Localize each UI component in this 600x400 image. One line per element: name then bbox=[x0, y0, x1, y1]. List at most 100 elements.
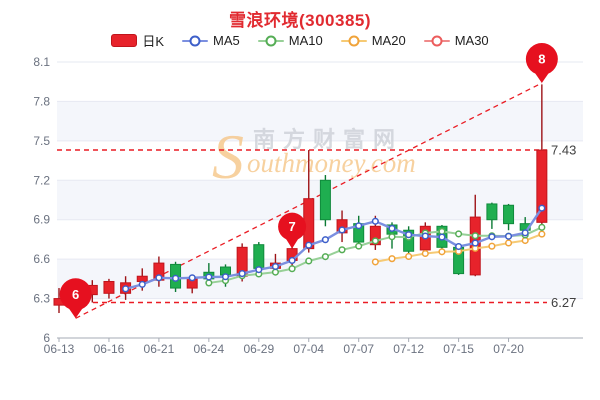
ma20-marker bbox=[371, 258, 379, 266]
chart-title: 雪浪环境(300385) bbox=[228, 11, 372, 30]
ma5-marker bbox=[505, 232, 513, 240]
ma10-marker bbox=[205, 279, 213, 287]
x-tick-label: 07-20 bbox=[493, 342, 524, 356]
legend-label-ma30: MA30 bbox=[454, 33, 489, 48]
legend-item-ma20[interactable]: MA20 bbox=[340, 33, 406, 48]
ma5-marker bbox=[421, 232, 429, 240]
legend-item-ma5[interactable]: MA5 bbox=[182, 33, 240, 48]
ma5-marker-icon bbox=[182, 35, 209, 47]
ma10-marker bbox=[338, 246, 346, 254]
legend-label-ma10: MA10 bbox=[288, 33, 323, 48]
reference-line-label: 6.27 bbox=[551, 295, 576, 310]
ma5-marker bbox=[321, 236, 329, 244]
chart-legend: 日K MA5 MA10 MA20 MA30 bbox=[0, 31, 600, 50]
legend-label-ma20: MA20 bbox=[371, 33, 406, 48]
candle bbox=[253, 244, 265, 269]
kline-swatch-icon bbox=[111, 34, 138, 47]
ma10-marker bbox=[288, 265, 296, 273]
balloon-label: 6 bbox=[72, 287, 79, 302]
y-tick-label: 6.6 bbox=[33, 252, 50, 266]
y-tick-label: 7.5 bbox=[33, 134, 50, 148]
y-tick-label: 7.2 bbox=[33, 173, 50, 187]
ma5-marker bbox=[238, 270, 246, 278]
x-tick-label: 07-15 bbox=[443, 342, 474, 356]
ma10-marker bbox=[271, 268, 280, 276]
legend-kline-label: 日K bbox=[142, 34, 165, 49]
candle bbox=[103, 280, 115, 294]
candle bbox=[369, 225, 381, 246]
ma20-marker bbox=[505, 239, 513, 247]
candle bbox=[486, 203, 498, 221]
watermark-en: outhmoney.com bbox=[247, 148, 416, 178]
x-tick-label: 06-29 bbox=[243, 342, 274, 356]
ma5-marker bbox=[438, 233, 446, 241]
ma10-marker bbox=[305, 257, 313, 265]
ma20-marker bbox=[488, 242, 496, 250]
ma5-marker bbox=[221, 273, 230, 281]
ma5-marker bbox=[538, 204, 546, 212]
ma20-marker-icon bbox=[340, 35, 367, 47]
balloon-7 bbox=[278, 212, 307, 241]
ma5-marker bbox=[288, 256, 296, 265]
ma20-marker bbox=[438, 248, 446, 256]
candle bbox=[136, 275, 148, 282]
x-tick-label: 06-21 bbox=[144, 342, 175, 356]
watermark-cn: 南方财富网 bbox=[253, 127, 403, 152]
ma10-marker bbox=[438, 227, 446, 235]
ma5-marker bbox=[488, 233, 496, 241]
ma20-marker bbox=[538, 230, 546, 238]
ma5-marker bbox=[305, 241, 313, 249]
x-tick-label: 06-24 bbox=[193, 342, 224, 356]
balloon-label: 8 bbox=[538, 52, 545, 67]
legend-item-kline[interactable]: 日K bbox=[111, 31, 164, 50]
legend-item-ma10[interactable]: MA10 bbox=[257, 33, 323, 48]
x-tick-label: 06-16 bbox=[94, 342, 125, 356]
x-tick-label: 06-13 bbox=[44, 342, 75, 356]
y-tick-label: 8.1 bbox=[33, 55, 50, 69]
x-tick-label: 07-04 bbox=[293, 342, 324, 356]
ma5-marker bbox=[388, 224, 396, 232]
grid-band bbox=[57, 101, 583, 141]
ma10-marker-icon bbox=[257, 35, 284, 47]
y-tick-label: 6.9 bbox=[33, 213, 50, 227]
ma5-marker bbox=[205, 273, 213, 281]
ma10-marker bbox=[455, 230, 463, 238]
balloon-6 bbox=[59, 278, 92, 311]
ma5-marker bbox=[188, 274, 196, 282]
ma5-marker bbox=[455, 242, 463, 251]
y-tick-label: 7.8 bbox=[33, 94, 50, 108]
ma5-marker bbox=[122, 285, 130, 293]
y-tick-label: 6 bbox=[43, 331, 50, 345]
balloon-label: 7 bbox=[288, 219, 295, 234]
ma5-marker bbox=[521, 229, 529, 237]
ma5-marker bbox=[471, 239, 479, 247]
ma10-marker bbox=[388, 233, 396, 241]
reference-line-label: 7.43 bbox=[551, 143, 576, 158]
ma20-marker bbox=[388, 255, 396, 263]
watermark-logo: S bbox=[212, 121, 244, 192]
legend-label-ma5: MA5 bbox=[213, 33, 240, 48]
ma5-marker bbox=[338, 226, 346, 234]
ma5-marker bbox=[271, 262, 280, 271]
balloon-8 bbox=[525, 43, 558, 76]
x-tick-label: 07-07 bbox=[343, 342, 374, 356]
ma5-marker bbox=[405, 231, 413, 239]
y-tick-label: 6.3 bbox=[33, 292, 50, 306]
ma5-marker bbox=[371, 217, 379, 225]
ma20-marker bbox=[405, 252, 413, 260]
ma5-marker bbox=[155, 274, 163, 282]
grid-band bbox=[57, 259, 583, 299]
ma5-marker bbox=[355, 222, 363, 230]
legend-item-ma30[interactable]: MA30 bbox=[423, 33, 489, 48]
ma30-marker-icon bbox=[423, 35, 450, 47]
x-tick-label: 07-12 bbox=[393, 342, 424, 356]
candle bbox=[536, 149, 548, 223]
ma20-marker bbox=[521, 236, 529, 245]
ma10-marker bbox=[355, 242, 363, 250]
candle bbox=[503, 204, 515, 225]
ma5-marker bbox=[172, 274, 180, 282]
ma5-marker bbox=[138, 280, 146, 288]
candle bbox=[319, 179, 331, 221]
